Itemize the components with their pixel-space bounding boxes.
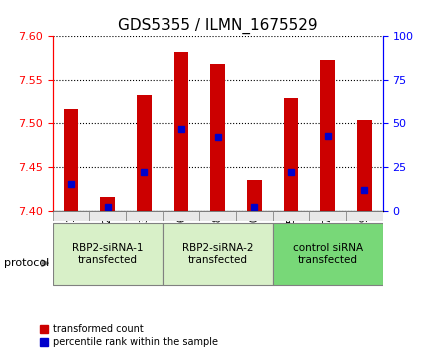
FancyBboxPatch shape bbox=[309, 211, 346, 221]
FancyBboxPatch shape bbox=[163, 211, 199, 221]
FancyBboxPatch shape bbox=[53, 223, 163, 285]
FancyBboxPatch shape bbox=[273, 223, 383, 285]
Bar bbox=[320, 60, 335, 211]
FancyBboxPatch shape bbox=[199, 211, 236, 221]
Bar bbox=[247, 180, 262, 211]
FancyBboxPatch shape bbox=[53, 211, 89, 221]
Bar bbox=[284, 98, 298, 211]
FancyBboxPatch shape bbox=[126, 211, 163, 221]
FancyBboxPatch shape bbox=[89, 211, 126, 221]
Legend: transformed count, percentile rank within the sample: transformed count, percentile rank withi… bbox=[40, 324, 218, 347]
Title: GDS5355 / ILMN_1675529: GDS5355 / ILMN_1675529 bbox=[118, 17, 318, 33]
Text: RBP2-siRNA-2
transfected: RBP2-siRNA-2 transfected bbox=[182, 243, 253, 265]
Bar bbox=[64, 110, 78, 211]
FancyBboxPatch shape bbox=[346, 211, 383, 221]
Text: protocol: protocol bbox=[4, 258, 50, 268]
FancyBboxPatch shape bbox=[273, 211, 309, 221]
Bar bbox=[100, 197, 115, 211]
Text: RBP2-siRNA-1
transfected: RBP2-siRNA-1 transfected bbox=[72, 243, 143, 265]
FancyBboxPatch shape bbox=[163, 223, 273, 285]
Bar bbox=[357, 120, 372, 211]
Bar bbox=[174, 52, 188, 211]
FancyBboxPatch shape bbox=[236, 211, 273, 221]
Bar bbox=[210, 64, 225, 211]
Text: control siRNA
transfected: control siRNA transfected bbox=[293, 243, 363, 265]
Bar bbox=[137, 95, 152, 211]
